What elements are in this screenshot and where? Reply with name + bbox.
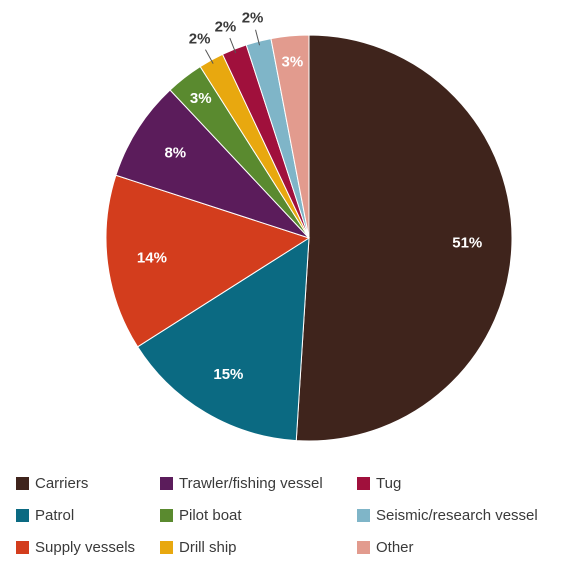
pie-slice-trawler-fishing-vessel: [115, 89, 310, 239]
legend-item-tug: Tug: [357, 473, 401, 493]
legend-swatch: [357, 508, 370, 522]
data-label-tug: 2%: [215, 18, 237, 35]
legend-swatch: [357, 476, 370, 490]
data-label-other: 3%: [282, 54, 304, 71]
data-label-carriers: 51%: [452, 234, 482, 251]
data-label-supply-vessels: 14%: [137, 249, 167, 266]
data-label-patrol: 15%: [213, 366, 243, 383]
legend-label: Seismic/research vessel: [376, 506, 538, 524]
legend-label: Carriers: [35, 474, 89, 492]
legend: Carriers Trawler/fishing vessel Tug Patrol P…: [16, 473, 566, 563]
pie-slice-carriers: [295, 34, 513, 442]
legend-item-trawler-fishing-vessel: Trawler/fishing vessel: [160, 473, 323, 493]
leader-line-seismic-research-vessel: [255, 29, 261, 46]
legend-item-seismic-research-vessel: Seismic/research vessel: [357, 505, 538, 525]
legend-swatch: [160, 476, 173, 490]
legend-item-pilot-boat: Pilot boat: [160, 505, 242, 525]
legend-item-supply-vessels: Supply vessels: [16, 537, 135, 557]
data-label-trawler-fishing-vessel: 8%: [164, 145, 186, 162]
pie-slice-other: [270, 34, 310, 239]
legend-item-patrol: Patrol: [16, 505, 74, 525]
legend-label: Tug: [376, 474, 402, 492]
legend-label: Other: [376, 538, 414, 556]
leader-line-drill-ship: [204, 49, 214, 64]
data-label-pilot-boat: 3%: [190, 90, 212, 107]
pie-slice-patrol: [136, 237, 310, 442]
legend-label: Trawler/fishing vessel: [179, 474, 323, 492]
data-label-drill-ship: 2%: [189, 31, 211, 48]
legend-item-other: Other: [357, 537, 414, 557]
legend-swatch: [16, 508, 29, 522]
legend-swatch: [16, 540, 29, 554]
legend-swatch: [16, 476, 29, 490]
leader-line-tug: [229, 37, 237, 54]
legend-label: Pilot boat: [179, 506, 242, 524]
legend-label: Patrol: [35, 506, 75, 524]
legend-item-drill-ship: Drill ship: [160, 537, 237, 557]
data-label-seismic-research-vessel: 2%: [242, 10, 264, 27]
pie-slice-supply-vessels: [105, 174, 311, 348]
legend-item-carriers: Carriers: [16, 473, 88, 493]
legend-swatch: [357, 540, 370, 554]
legend-swatch: [160, 508, 173, 522]
legend-label: Drill ship: [179, 538, 237, 556]
legend-label: Supply vessels: [35, 538, 136, 556]
legend-swatch: [160, 540, 173, 554]
pie-chart: 51%15%14%8%3%2%2%2%3%: [105, 10, 513, 442]
